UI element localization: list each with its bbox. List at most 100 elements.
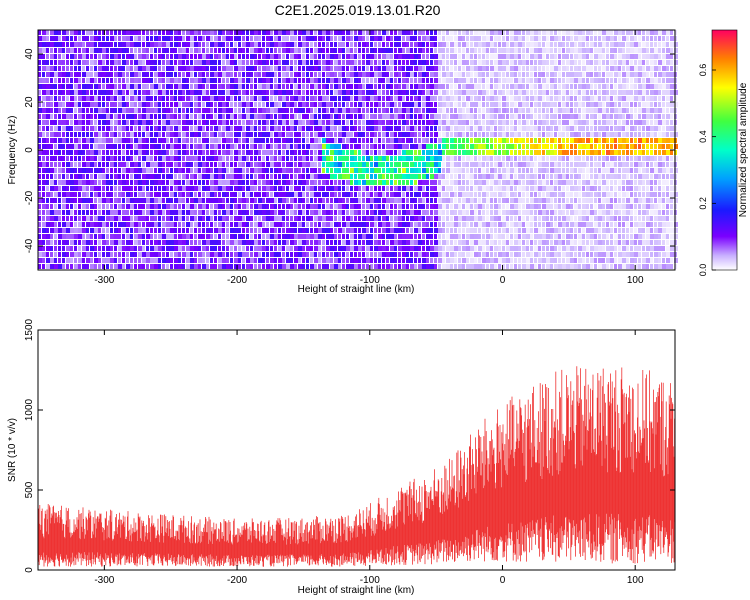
spectrogram-cell — [526, 156, 530, 161]
spectrogram-cell — [426, 264, 430, 269]
spectrogram-cell — [142, 252, 146, 257]
spectrogram-cell — [466, 222, 469, 227]
spectrogram-cell — [58, 78, 61, 83]
spectrogram-cell — [170, 252, 173, 257]
spectrogram-cell — [238, 138, 241, 143]
spectrogram-cell — [462, 204, 465, 209]
spectrogram-cell — [230, 156, 233, 161]
spectrogram-cell — [326, 150, 329, 155]
spectrogram-cell — [82, 240, 86, 245]
spectrogram-cell — [94, 240, 97, 245]
spectrogram-cell — [426, 126, 429, 131]
spectrogram-cell — [394, 162, 398, 167]
spectrogram-cell — [290, 66, 293, 71]
spectrogram-cell — [218, 240, 221, 245]
spectrogram-cell — [54, 138, 57, 143]
spectrogram-cell — [234, 252, 238, 257]
spectrogram-cell — [170, 240, 174, 245]
spectrogram-cell — [446, 132, 449, 137]
spectrogram-cell — [266, 30, 270, 35]
spectrogram-cell — [154, 198, 158, 203]
spectrogram-cell — [234, 174, 238, 179]
spectrogram-cell — [78, 222, 82, 227]
spectrogram-cell — [254, 138, 258, 143]
spectrogram-cell — [366, 90, 370, 95]
spectrogram-cell — [190, 30, 194, 35]
spectrogram-cell — [150, 126, 153, 131]
spectrogram-cell — [142, 102, 146, 107]
spectrogram-cell — [154, 138, 157, 143]
spectrogram-cell — [242, 126, 245, 131]
spectrogram-cell — [234, 198, 237, 203]
spectrogram-cell — [150, 138, 154, 143]
spectrogram-cell — [494, 84, 498, 89]
spectrogram-cell — [274, 216, 278, 221]
spectrogram-cell — [358, 108, 361, 113]
spectrogram-cell — [530, 180, 534, 185]
spectrogram-cell — [158, 72, 162, 77]
spectrogram-cell — [386, 204, 389, 209]
spectrogram-cell — [190, 252, 193, 257]
spectrogram-cell — [234, 54, 237, 59]
spectrogram-cell — [66, 228, 70, 233]
spectrogram-cell — [530, 210, 533, 215]
spectrogram-cell — [478, 240, 482, 245]
spectrogram-cell — [506, 222, 509, 227]
spectrogram-cell — [466, 96, 470, 101]
spectrogram-cell — [294, 180, 297, 185]
spectrogram-cell — [190, 120, 193, 125]
spectrogram-cell — [470, 72, 473, 77]
spectrogram-cell — [186, 150, 189, 155]
spectrogram-cell — [206, 210, 209, 215]
spectrogram-cell — [374, 108, 377, 113]
spectrogram-cell — [270, 132, 273, 137]
spectrogram-cell — [290, 198, 294, 203]
spectrogram-cell — [310, 180, 314, 185]
spectrogram-cell — [482, 174, 486, 179]
spectrogram-cell — [282, 96, 286, 101]
spectrogram-cell — [254, 186, 257, 191]
spectrogram-cell — [174, 222, 177, 227]
spectrogram-cell — [466, 258, 469, 263]
spectrogram-cell — [162, 264, 165, 269]
spectrogram-cell — [110, 222, 113, 227]
spectrogram-cell — [378, 192, 382, 197]
spectrogram-cell — [58, 216, 61, 221]
spectrogram-cell — [462, 150, 466, 155]
spectrogram-cell — [390, 120, 393, 125]
spectrogram-cell — [278, 54, 281, 59]
spectrogram-cell — [398, 126, 401, 131]
spectrogram-cell — [194, 138, 197, 143]
spectrogram-cell — [394, 258, 397, 263]
spectrogram-cell — [38, 156, 41, 161]
spectrogram-cell — [486, 90, 489, 95]
spectrogram-cell — [518, 108, 522, 113]
spectrogram-cell — [214, 174, 218, 179]
spectrogram-cell — [334, 132, 337, 137]
spectrogram-cell — [250, 216, 253, 221]
spectrogram-cell — [186, 222, 190, 227]
spectrogram-cell — [170, 132, 174, 137]
spectrogram-cell — [250, 42, 254, 47]
spectrogram-cell — [138, 108, 141, 113]
spectrogram-cell — [106, 54, 109, 59]
spectrogram-cell — [502, 228, 506, 233]
spectrogram-cell — [330, 228, 333, 233]
spectrogram-cell — [494, 156, 498, 161]
spectrogram-cell — [66, 36, 69, 41]
spectrogram-cell — [290, 192, 294, 197]
spectrogram-cell — [198, 60, 202, 65]
spectrogram-cell — [46, 150, 49, 155]
spectrogram-cell — [458, 180, 461, 185]
spectrogram-cell — [294, 102, 297, 107]
spectrogram-cell — [178, 204, 181, 209]
spectrogram-cell — [514, 66, 518, 71]
spectrogram-cell — [462, 174, 465, 179]
spectrogram-cell — [482, 114, 485, 119]
spectrogram-cell — [386, 156, 389, 161]
spectrogram-cell — [326, 48, 329, 53]
spectrogram-cell — [38, 36, 42, 41]
spectrogram-cell — [106, 108, 109, 113]
spectrogram-cell — [374, 120, 378, 125]
spectrogram-cell — [286, 138, 290, 143]
